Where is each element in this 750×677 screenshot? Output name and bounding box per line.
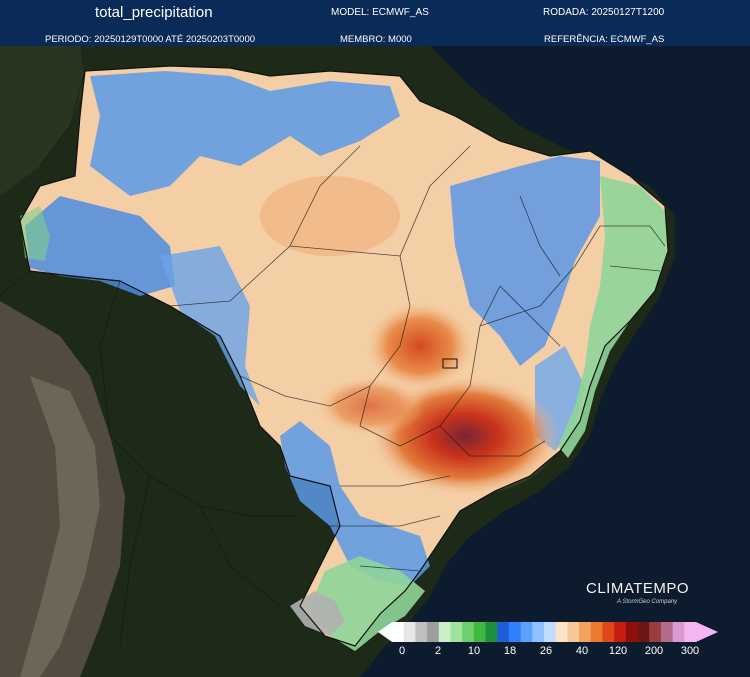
legend-swatch [684, 622, 697, 642]
legend-swatch [473, 622, 487, 642]
legend-swatch [438, 622, 451, 642]
legend-swatch [555, 622, 568, 642]
color-legend-bar [378, 622, 718, 642]
legend-swatch [602, 622, 615, 642]
legend-tick-label: 40 [575, 645, 589, 657]
legend-swatch [660, 622, 674, 642]
brazil-national-border [19, 65, 669, 647]
legend-tick-label: 18 [503, 645, 517, 657]
legend-tick-label: 120 [608, 645, 628, 657]
map-title: total_precipitation [95, 4, 213, 21]
country-borders [0, 70, 300, 647]
legend-swatch [392, 622, 405, 642]
legend-tick-label: 26 [539, 645, 553, 657]
green-rain-northeast-coast [558, 176, 667, 458]
legend-swatch [567, 622, 580, 642]
orange-band-north [260, 176, 400, 256]
legend-swatch [590, 622, 603, 642]
legend-swatch [450, 622, 463, 642]
legend-arrow-right [696, 622, 718, 642]
blue-rain-south [280, 421, 430, 586]
blue-rain-west [25, 196, 175, 296]
legend-swatch [520, 622, 533, 642]
federal-district-marker [442, 358, 458, 369]
heavy-rain-core-west [315, 376, 425, 436]
climatempo-logo: CLIMATEMPO [586, 580, 690, 597]
legend-tick-label: 10 [467, 645, 481, 657]
legend-swatch [532, 622, 545, 642]
legend-ticks: 0 2 10 18 26 40 120 200 300 [378, 645, 718, 659]
legend-tick-label: 200 [644, 645, 664, 657]
periodo-label: PERIODO: 20250129T0000 ATÉ 20250203T0000 [45, 34, 256, 45]
legend-arrow-left [378, 622, 392, 642]
legend-swatch [403, 622, 416, 642]
north-land [0, 46, 85, 196]
model-label: MODEL: ECMWF_AS [331, 7, 429, 18]
andes-ridge [20, 376, 100, 677]
legend-swatch [497, 622, 510, 642]
legend-swatch [614, 622, 627, 642]
referencia-label: REFERÊNCIA: ECMWF_AS [544, 34, 665, 45]
rodada-label: RODADA: 20250127T1200 [543, 7, 665, 18]
legend-swatch [649, 622, 662, 642]
legend-tick-label: 0 [398, 645, 406, 657]
legend-swatch [415, 622, 428, 642]
grey-dry-uruguay [290, 591, 345, 636]
legend-swatch [462, 622, 475, 642]
legend-swatch [579, 622, 592, 642]
legend-swatch [625, 622, 639, 642]
header-bar: total_precipitation MODEL: ECMWF_AS RODA… [0, 0, 750, 46]
precipitation-map [0, 46, 750, 677]
legend-tick-label: 2 [434, 645, 442, 657]
legend-swatch [485, 622, 498, 642]
membro-label: MEMBRO: M000 [340, 34, 412, 45]
legend-swatch [672, 622, 685, 642]
legend-swatch [508, 622, 522, 642]
legend-swatch [544, 622, 557, 642]
legend-tick-label: 300 [680, 645, 700, 657]
green-rain-amazon-west [20, 206, 50, 261]
climatempo-tagline: A StormGeo Company [617, 599, 678, 605]
legend-swatch [637, 622, 650, 642]
blue-rain-northeast [450, 156, 600, 366]
legend-swatch [427, 622, 440, 642]
blue-rain-north [90, 71, 400, 196]
